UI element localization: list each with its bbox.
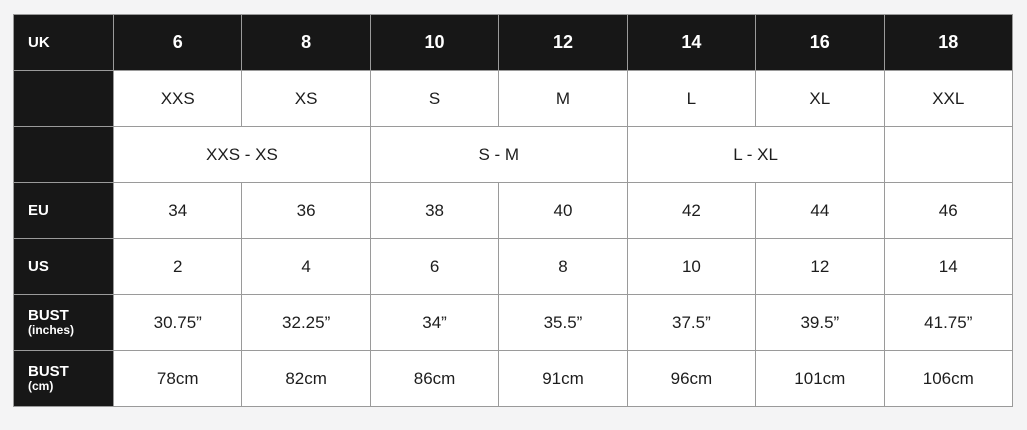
us-size-cell: 4	[241, 238, 371, 295]
alpha-size-cell: XXL	[883, 70, 1014, 127]
alpha-range-row: XXS - XS S - M L - XL	[13, 126, 1014, 183]
eu-size-cell: 36	[241, 182, 371, 239]
size-chart-table: UK 6 8 10 12 14 16 18 XXS XS S M L XL XX…	[13, 14, 1014, 407]
us-size-cell: 14	[883, 238, 1014, 295]
bust-cm-cell: 106cm	[883, 350, 1014, 407]
alpha-size-cell: XXS	[112, 70, 243, 127]
alpha-range-cell: S - M	[369, 126, 628, 183]
alpha-range-cell-empty	[883, 126, 1014, 183]
alpha-size-cell: S	[369, 70, 500, 127]
bust-cm-label-unit: (cm)	[28, 379, 54, 394]
bust-inches-row: BUST (inches) 30.75” 32.25” 34” 35.5” 37…	[13, 294, 1014, 351]
uk-size-cell: 8	[241, 14, 371, 71]
eu-size-cell: 40	[498, 182, 628, 239]
us-size-cell: 12	[755, 238, 885, 295]
uk-size-cell: 18	[883, 14, 1014, 71]
bust-cm-cell: 82cm	[241, 350, 371, 407]
eu-size-cell: 34	[112, 182, 243, 239]
uk-size-cell: 12	[498, 14, 628, 71]
bust-inches-cell: 37.5”	[626, 294, 757, 351]
alpha-range-cell: XXS - XS	[113, 126, 371, 183]
bust-cm-row: BUST (cm) 78cm 82cm 86cm 91cm 96cm 101cm…	[13, 350, 1014, 407]
eu-size-cell: 46	[883, 182, 1014, 239]
uk-size-cell: 6	[112, 14, 243, 71]
alpha-row-label	[13, 70, 114, 127]
bust-cm-label-text: BUST	[28, 362, 69, 380]
us-row-label: US	[13, 238, 114, 295]
bust-inches-row-label: BUST (inches)	[13, 294, 114, 351]
bust-inches-label-unit: (inches)	[28, 323, 75, 338]
alpha-size-cell: M	[498, 70, 628, 127]
uk-row-label: UK	[13, 14, 114, 71]
bust-inches-label-text: BUST	[28, 306, 69, 324]
bust-cm-row-label: BUST (cm)	[13, 350, 114, 407]
size-guide-page: UK 6 8 10 12 14 16 18 XXS XS S M L XL XX…	[13, 14, 1014, 407]
eu-size-row: EU 34 36 38 40 42 44 46	[13, 182, 1014, 239]
bust-inches-cell: 30.75”	[112, 294, 243, 351]
eu-size-cell: 44	[755, 182, 885, 239]
eu-size-cell: 38	[369, 182, 500, 239]
eu-row-label: EU	[13, 182, 114, 239]
alpha-range-row-label	[13, 126, 114, 183]
bust-cm-cell: 101cm	[755, 350, 885, 407]
bust-inches-cell: 34”	[369, 294, 500, 351]
alpha-size-cell: XS	[241, 70, 371, 127]
us-size-row: US 2 4 6 8 10 12 14	[13, 238, 1014, 295]
bust-cm-cell: 78cm	[112, 350, 243, 407]
us-size-cell: 10	[626, 238, 757, 295]
us-size-cell: 6	[369, 238, 500, 295]
bust-cm-cell: 96cm	[626, 350, 757, 407]
bust-inches-cell: 35.5”	[498, 294, 628, 351]
uk-size-cell: 10	[369, 14, 500, 71]
uk-size-row: UK 6 8 10 12 14 16 18	[13, 14, 1014, 71]
us-size-cell: 2	[112, 238, 243, 295]
bust-cm-cell: 91cm	[498, 350, 628, 407]
bust-cm-cell: 86cm	[369, 350, 500, 407]
alpha-size-row: XXS XS S M L XL XXL	[13, 70, 1014, 127]
alpha-size-cell: XL	[755, 70, 885, 127]
bust-inches-cell: 41.75”	[883, 294, 1014, 351]
uk-size-cell: 14	[626, 14, 757, 71]
bust-inches-cell: 39.5”	[755, 294, 885, 351]
uk-size-cell: 16	[755, 14, 885, 71]
us-size-cell: 8	[498, 238, 628, 295]
alpha-size-cell: L	[626, 70, 757, 127]
alpha-range-cell: L - XL	[626, 126, 885, 183]
bust-inches-cell: 32.25”	[241, 294, 371, 351]
eu-size-cell: 42	[626, 182, 757, 239]
